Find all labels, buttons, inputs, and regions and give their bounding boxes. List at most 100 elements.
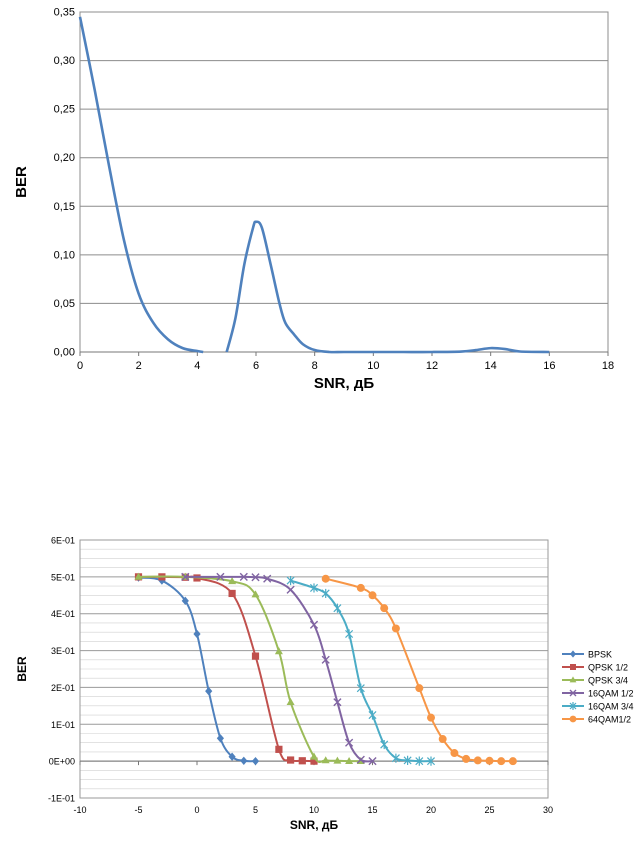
y-tick-label: 2E-01 [51, 683, 75, 693]
data-point [216, 734, 224, 743]
legend-label: 64QAM1/2 [588, 715, 631, 725]
data-point [426, 756, 436, 766]
data-point [356, 683, 365, 693]
x-tick-label: 15 [367, 805, 377, 815]
y-tick-label: -1E-01 [48, 794, 75, 804]
data-point [216, 572, 225, 581]
legend-label: QPSK 1/2 [588, 663, 628, 673]
legend-marker [569, 715, 577, 723]
data-point [391, 753, 400, 763]
x-axis-title: SNR, дБ [290, 818, 339, 832]
x-tick-label: 25 [484, 805, 494, 815]
y-tick-label: 3E-01 [51, 646, 75, 656]
x-tick-label: 10 [309, 805, 319, 815]
data-point [321, 574, 330, 583]
data-point [240, 756, 248, 765]
y-tick-label: 5E-01 [51, 572, 75, 582]
y-tick-label: 6E-01 [51, 536, 75, 546]
y-axis-title: BER [15, 656, 29, 682]
data-point [228, 577, 237, 585]
plot-area [79, 539, 549, 799]
data-point [321, 655, 330, 664]
data-point [462, 754, 471, 763]
y-tick-label: 0,35 [54, 7, 75, 19]
data-point [345, 756, 354, 765]
data-point [356, 755, 365, 764]
data-point [485, 756, 494, 765]
x-tick-label: 6 [253, 360, 259, 372]
data-point [310, 752, 318, 760]
data-point [438, 735, 447, 744]
data-point [333, 603, 342, 613]
data-point [403, 755, 412, 766]
series-line-0 [225, 220, 550, 354]
data-point [321, 588, 330, 599]
data-point [274, 647, 283, 655]
data-point [391, 624, 400, 633]
x-tick-label: -10 [73, 805, 86, 815]
x-tick-label: 20 [426, 805, 436, 815]
data-point [275, 745, 283, 753]
x-tick-label: 4 [194, 360, 200, 372]
chart-snr-ber-single: 0,00 0,05 0,10 0,15 0,20 0,25 0,30 0,35 0 2 4 6 8 10 1… [13, 7, 614, 393]
data-point [497, 757, 506, 766]
data-point [181, 572, 190, 581]
x-tick-label: 16 [543, 360, 555, 372]
series-line-16qam-1/2 [185, 575, 373, 763]
y-tick-label: 4E-01 [51, 609, 75, 619]
legend-marker [569, 689, 577, 697]
data-point [193, 629, 201, 639]
data-point [228, 752, 236, 761]
legend-marker [570, 650, 576, 658]
data-point [508, 757, 517, 766]
x-tick-label: 2 [136, 360, 142, 372]
data-point [415, 756, 424, 766]
y-tick-label: 0,10 [54, 249, 75, 261]
data-point [473, 756, 482, 765]
x-tick-label: 30 [543, 805, 553, 815]
data-point [298, 757, 306, 765]
data-point [415, 684, 424, 693]
x-tick-label: 8 [312, 360, 318, 372]
data-point [333, 756, 342, 764]
y-tick-label: 0,15 [54, 201, 75, 213]
y-axis-title: BER [13, 166, 30, 198]
data-point [251, 756, 260, 766]
data-point [450, 749, 459, 758]
x-tick-label: 12 [426, 360, 438, 372]
y-tick-label: 0,30 [54, 55, 75, 67]
data-point [286, 575, 295, 586]
x-tick-label: 18 [602, 360, 614, 372]
data-point [380, 604, 389, 613]
data-point [309, 620, 319, 629]
y-tick-label: 0,00 [54, 347, 75, 359]
data-point [251, 573, 260, 582]
x-axis-title: SNR, дБ [314, 375, 375, 392]
data-point [287, 756, 295, 764]
legend-label: QPSK 3/4 [588, 676, 628, 686]
data-point [321, 756, 330, 764]
y-tick-label: 1E-01 [51, 720, 75, 730]
data-point [158, 576, 166, 585]
data-point [205, 686, 213, 696]
data-point [134, 572, 143, 580]
data-point [368, 710, 377, 720]
data-point [309, 583, 319, 593]
data-point [368, 591, 377, 600]
data-point [380, 739, 389, 750]
data-point [368, 757, 377, 766]
x-tick-label: 10 [367, 360, 379, 372]
y-tick-label: 0E+00 [49, 757, 75, 767]
legend-marker [569, 676, 577, 683]
data-point [228, 589, 236, 598]
data-point [286, 697, 295, 706]
legend-marker [570, 664, 576, 670]
chart-snr-ber-modulations: -1E-01 0E+00 1E-01 2E-01 3E-01 4E-01 5E-01 6E-0… [15, 536, 634, 833]
data-point [310, 757, 318, 765]
legend-label: BPSK [588, 650, 612, 660]
x-tick-label: 0 [194, 805, 199, 815]
data-point [286, 585, 295, 594]
data-point [239, 572, 248, 581]
y-tick-label: 0,05 [54, 298, 75, 310]
data-point [251, 590, 260, 598]
